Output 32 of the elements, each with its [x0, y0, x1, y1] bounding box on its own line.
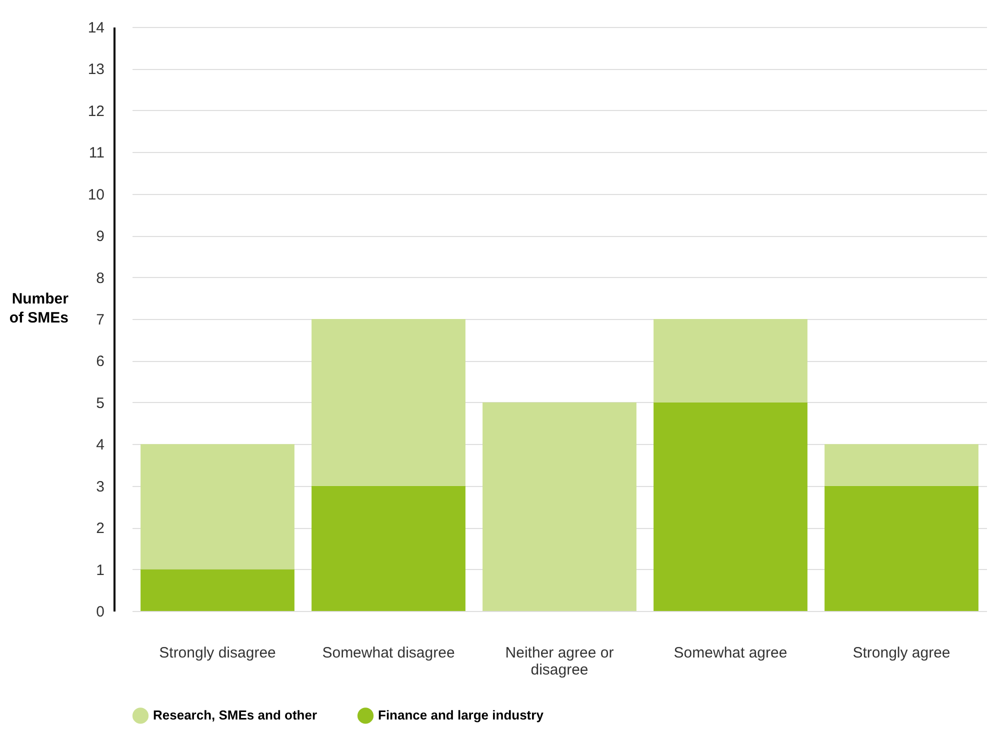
legend-label: Finance and large industry: [378, 708, 544, 723]
bar: [140, 444, 294, 570]
bar: [824, 444, 978, 486]
bar: [140, 569, 294, 611]
y-tick-label: 9: [96, 228, 104, 246]
y-tick-label: 8: [96, 270, 104, 287]
y-tick-label: 7: [96, 312, 104, 328]
bar: [654, 402, 808, 611]
y-tick-label: 2: [96, 520, 104, 538]
bar: [824, 486, 978, 611]
y-tick-label: 4: [96, 436, 104, 454]
y-tick-label: 12: [88, 102, 104, 120]
x-tick-label: Somewhat agree: [674, 644, 788, 662]
y-tick-label: 5: [96, 394, 104, 412]
y-tick-label: 0: [96, 604, 104, 620]
x-tick-label: Strongly disagree: [159, 644, 276, 662]
bar: [482, 402, 636, 611]
y-tick-label: 11: [88, 144, 104, 162]
y-tick-label: 1: [96, 562, 104, 579]
bar: [312, 486, 466, 611]
legend-label: Research, SMEs and other: [153, 708, 317, 723]
bar: [312, 319, 466, 486]
x-tick-label: Strongly agree: [852, 644, 950, 662]
x-tick-label: Neither agree or disagree: [505, 644, 614, 678]
y-tick-label: 6: [96, 353, 104, 370]
bar: [654, 319, 808, 402]
x-tick-label: Somewhat disagree: [322, 644, 455, 662]
y-tick-label: 10: [88, 186, 104, 204]
y-axis-title: Number of SMEs: [9, 290, 69, 327]
y-tick-label: 13: [88, 61, 104, 78]
y-tick-label: 3: [96, 478, 104, 496]
y-tick-label: 14: [88, 20, 104, 36]
